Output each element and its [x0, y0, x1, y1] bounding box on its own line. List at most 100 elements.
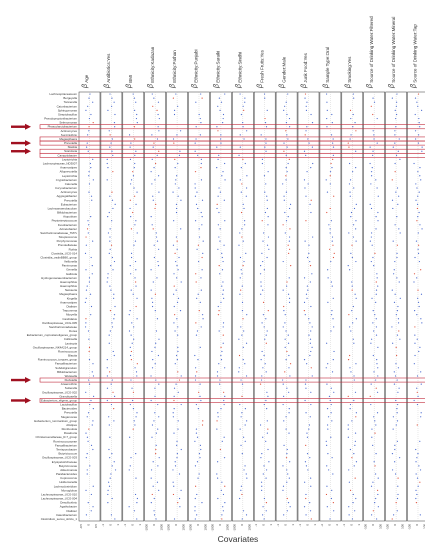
point [90, 305, 93, 308]
point [267, 428, 269, 430]
point [266, 420, 268, 422]
point [109, 134, 111, 136]
point [224, 502, 226, 504]
point [288, 240, 290, 242]
point [241, 518, 243, 520]
point [374, 502, 376, 504]
point [107, 166, 109, 169]
tick-label: -0.5 [79, 524, 83, 529]
point [241, 228, 243, 230]
point [396, 510, 398, 512]
point [199, 134, 201, 136]
point [222, 326, 224, 328]
point [305, 379, 307, 381]
point [173, 142, 175, 144]
point [393, 371, 395, 373]
point [174, 461, 176, 463]
tick-label: 100 [423, 524, 425, 529]
point [151, 305, 154, 308]
point [246, 314, 248, 316]
point [288, 236, 291, 238]
point [283, 309, 285, 312]
point [259, 383, 262, 385]
tick-label: 0 [349, 524, 353, 526]
point [240, 326, 242, 328]
panel-15: β Source of Drinking Water:Mineral-100 0 1… [385, 17, 407, 530]
point [265, 138, 267, 140]
point [329, 175, 331, 177]
point [332, 158, 334, 161]
point [216, 420, 218, 422]
point [351, 289, 353, 291]
point [111, 105, 113, 107]
point [174, 158, 176, 161]
point [173, 395, 175, 397]
point [194, 220, 197, 222]
point [267, 448, 269, 451]
taxon-label: Oscillospiraceae_UCG-002 [42, 390, 77, 394]
point [350, 117, 352, 120]
taxon-label: Haemophilus [60, 284, 77, 288]
point [176, 354, 178, 357]
panel-title: β Ethnicity:Kadazan [148, 46, 155, 89]
point [391, 179, 393, 181]
point [418, 134, 420, 136]
point [285, 101, 287, 103]
point [112, 171, 114, 173]
point [176, 359, 178, 361]
point [265, 142, 267, 144]
taxon-label: Corynebacterium [55, 186, 78, 190]
point [332, 142, 334, 144]
panel-title: β Antibiotics:Yes [104, 53, 111, 89]
point [150, 289, 152, 291]
point [177, 334, 179, 336]
tick-label: -100 [364, 524, 368, 530]
point [194, 142, 196, 144]
point [349, 326, 351, 328]
point [282, 326, 284, 328]
point [391, 199, 394, 201]
point [394, 134, 396, 136]
point [312, 236, 314, 238]
point [417, 216, 419, 218]
point [375, 216, 377, 218]
point [260, 481, 263, 483]
point [261, 350, 263, 353]
point [260, 359, 262, 361]
point [310, 367, 312, 369]
point [241, 183, 243, 185]
point [420, 383, 422, 385]
point [308, 428, 310, 430]
point [88, 183, 91, 185]
point [284, 314, 286, 316]
point [396, 309, 399, 312]
point [152, 228, 154, 230]
point [394, 142, 396, 144]
point [244, 440, 246, 442]
point [173, 305, 175, 308]
point [198, 228, 200, 230]
panel-6: β Ethnicity:Punjabi-1000 0 1000 [188, 49, 210, 531]
tick-label: -1 [254, 524, 258, 527]
point [265, 510, 267, 512]
point [376, 117, 378, 120]
point [283, 199, 285, 201]
point [355, 166, 357, 169]
point [353, 187, 355, 189]
point [310, 350, 312, 353]
point [396, 420, 399, 422]
point [326, 109, 328, 111]
point [285, 166, 287, 169]
point [416, 203, 419, 205]
point [154, 293, 156, 295]
point [353, 97, 355, 99]
point [396, 497, 399, 500]
point [239, 93, 241, 95]
point [266, 199, 268, 201]
point [217, 412, 219, 414]
point [134, 277, 136, 279]
point [151, 183, 153, 185]
point [376, 412, 379, 414]
point [397, 493, 399, 496]
point [325, 493, 328, 496]
